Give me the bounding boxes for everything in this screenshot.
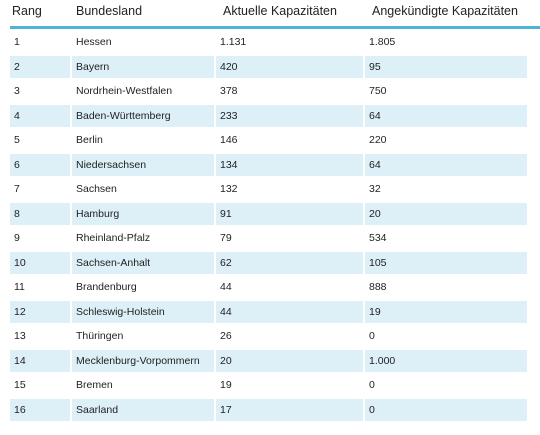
cell-aktuelle: 378 (216, 80, 363, 103)
cell-aktuelle: 233 (216, 104, 363, 127)
cell-rang: 2 (10, 55, 70, 78)
cell-bundesland: Rheinland-Pfalz (72, 227, 214, 250)
cell-bundesland: Berlin (72, 129, 214, 152)
header-aktuelle-kapazitaeten: Aktuelle Kapazitäten (223, 4, 337, 18)
cell-angekuendigte: 95 (365, 55, 527, 78)
cell-angekuendigte: 0 (365, 398, 527, 421)
table-row: 4 Baden-Württemberg 233 64 (10, 104, 540, 127)
header-bundesland: Bundesland (76, 4, 143, 18)
cell-angekuendigte: 888 (365, 276, 527, 299)
cell-aktuelle: 26 (216, 325, 363, 348)
cell-bundesland: Mecklenburg-Vorpommern (72, 349, 214, 372)
cell-rang: 7 (10, 178, 70, 201)
cell-rang: 9 (10, 227, 70, 250)
cell-aktuelle: 132 (216, 178, 363, 201)
cell-bundesland: Nordrhein-Westfalen (72, 80, 214, 103)
cell-rang: 14 (10, 349, 70, 372)
capacity-table: Rang Bundesland Aktuelle Kapazitäten Ang… (10, 0, 540, 421)
table-row: 11 Brandenburg 44 888 (10, 276, 540, 299)
cell-bundesland: Saarland (72, 398, 214, 421)
table-row: 14 Mecklenburg-Vorpommern 20 1.000 (10, 349, 540, 372)
cell-bundesland: Schleswig-Holstein (72, 300, 214, 323)
cell-angekuendigte: 750 (365, 80, 527, 103)
cell-aktuelle: 44 (216, 300, 363, 323)
header-rang: Rang (12, 4, 42, 18)
cell-rang: 5 (10, 129, 70, 152)
table-row: 13 Thüringen 26 0 (10, 325, 540, 348)
table-row: 3 Nordrhein-Westfalen 378 750 (10, 80, 540, 103)
cell-bundesland: Thüringen (72, 325, 214, 348)
cell-aktuelle: 20 (216, 349, 363, 372)
cell-rang: 6 (10, 153, 70, 176)
cell-rang: 10 (10, 251, 70, 274)
cell-bundesland: Bayern (72, 55, 214, 78)
cell-bundesland: Sachsen (72, 178, 214, 201)
cell-angekuendigte: 1.000 (365, 349, 527, 372)
cell-aktuelle: 134 (216, 153, 363, 176)
cell-aktuelle: 17 (216, 398, 363, 421)
cell-bundesland: Hessen (72, 31, 214, 54)
cell-aktuelle: 62 (216, 251, 363, 274)
cell-aktuelle: 44 (216, 276, 363, 299)
cell-angekuendigte: 534 (365, 227, 527, 250)
cell-rang: 11 (10, 276, 70, 299)
cell-angekuendigte: 64 (365, 104, 527, 127)
cell-angekuendigte: 220 (365, 129, 527, 152)
cell-bundesland: Sachsen-Anhalt (72, 251, 214, 274)
cell-aktuelle: 19 (216, 374, 363, 397)
cell-rang: 1 (10, 31, 70, 54)
table-row: 1 Hessen 1.131 1.805 (10, 31, 540, 54)
table-row: 7 Sachsen 132 32 (10, 178, 540, 201)
cell-rang: 15 (10, 374, 70, 397)
cell-aktuelle: 420 (216, 55, 363, 78)
cell-angekuendigte: 1.805 (365, 31, 527, 54)
table-header: Rang Bundesland Aktuelle Kapazitäten Ang… (10, 0, 540, 29)
cell-rang: 13 (10, 325, 70, 348)
cell-bundesland: Baden-Württemberg (72, 104, 214, 127)
cell-rang: 16 (10, 398, 70, 421)
table-row: 6 Niedersachsen 134 64 (10, 153, 540, 176)
table-row: 2 Bayern 420 95 (10, 55, 540, 78)
table-row: 12 Schleswig-Holstein 44 19 (10, 300, 540, 323)
cell-angekuendigte: 32 (365, 178, 527, 201)
cell-angekuendigte: 20 (365, 202, 527, 225)
cell-angekuendigte: 19 (365, 300, 527, 323)
table-row: 16 Saarland 17 0 (10, 398, 540, 421)
table-body: 1 Hessen 1.131 1.805 2 Bayern 420 95 3 Nordrhein-… (10, 31, 540, 421)
cell-aktuelle: 91 (216, 202, 363, 225)
cell-bundesland: Niedersachsen (72, 153, 214, 176)
cell-aktuelle: 146 (216, 129, 363, 152)
cell-rang: 4 (10, 104, 70, 127)
cell-bundesland: Brandenburg (72, 276, 214, 299)
cell-angekuendigte: 105 (365, 251, 527, 274)
cell-bundesland: Bremen (72, 374, 214, 397)
table-row: 8 Hamburg 91 20 (10, 202, 540, 225)
cell-rang: 12 (10, 300, 70, 323)
cell-aktuelle: 79 (216, 227, 363, 250)
cell-bundesland: Hamburg (72, 202, 214, 225)
table-row: 9 Rheinland-Pfalz 79 534 (10, 227, 540, 250)
cell-aktuelle: 1.131 (216, 31, 363, 54)
cell-rang: 8 (10, 202, 70, 225)
cell-angekuendigte: 64 (365, 153, 527, 176)
cell-rang: 3 (10, 80, 70, 103)
table-row: 5 Berlin 146 220 (10, 129, 540, 152)
cell-angekuendigte: 0 (365, 325, 527, 348)
table-row: 15 Bremen 19 0 (10, 374, 540, 397)
table-row: 10 Sachsen-Anhalt 62 105 (10, 251, 540, 274)
cell-angekuendigte: 0 (365, 374, 527, 397)
header-angekuendigte-kapazitaeten: Angekündigte Kapazitäten (372, 4, 518, 18)
